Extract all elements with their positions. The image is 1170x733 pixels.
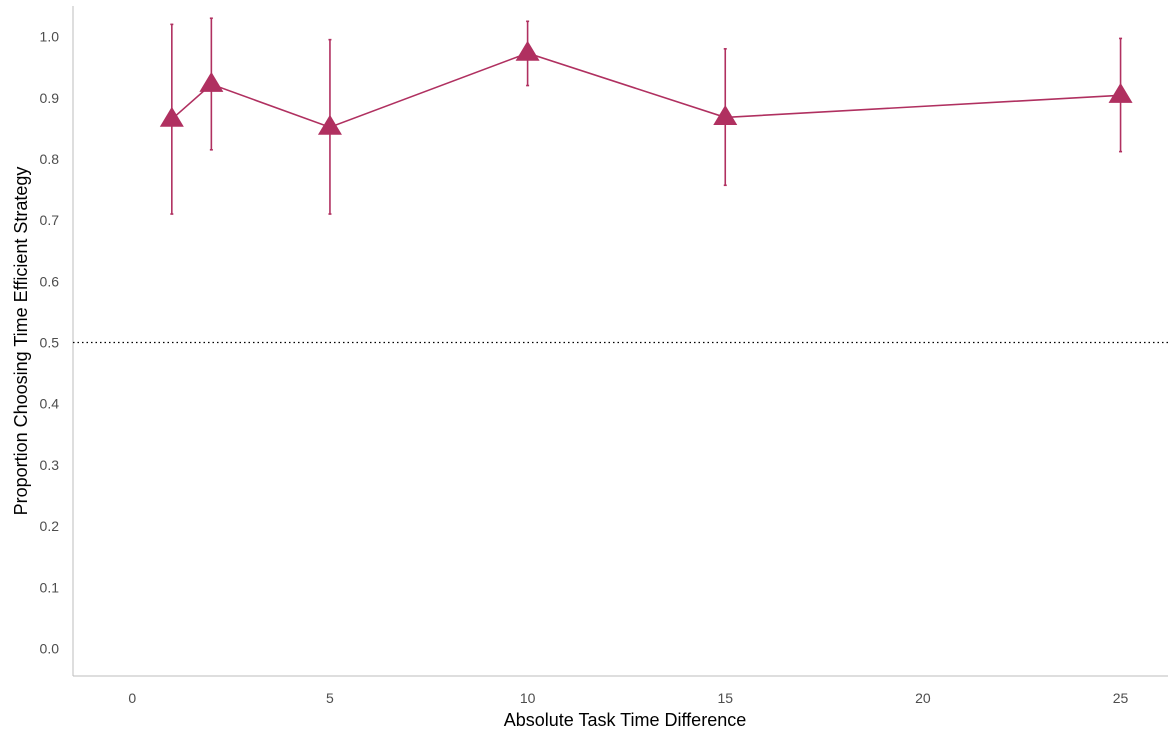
y-tick-label: 0.4: [40, 396, 60, 412]
y-axis-title: Proportion Choosing Time Efficient Strat…: [11, 167, 31, 516]
y-tick-label: 0.2: [40, 518, 60, 534]
x-tick-label: 0: [128, 690, 136, 706]
y-tick-label: 0.6: [40, 273, 60, 289]
y-tick-label: 0.3: [40, 457, 60, 473]
axes: 0.0 0.1 0.2 0.3 0.4 0.5 0.6 0.7 0.8 0.9 1.0 0 5 10 15 2…: [40, 6, 1168, 706]
y-tick-label: 0.0: [40, 640, 60, 656]
x-tick-label: 20: [915, 690, 931, 706]
x-tick-label: 25: [1113, 690, 1129, 706]
y-tick-label: 0.8: [40, 151, 60, 167]
y-tick-label: 0.7: [40, 212, 60, 228]
data-point-triangle: [1108, 82, 1133, 103]
data-point-triangle: [713, 104, 738, 125]
x-tick-label: 10: [520, 690, 536, 706]
data-point-triangle: [199, 71, 224, 92]
y-tick-label: 0.5: [40, 335, 60, 351]
y-tick-label: 0.9: [40, 90, 60, 106]
x-tick-label: 15: [717, 690, 733, 706]
data-point-triangle: [515, 40, 540, 61]
x-tick-label: 5: [326, 690, 334, 706]
series-line: [171, 52, 1121, 129]
x-axis-title: Absolute Task Time Difference: [504, 710, 746, 730]
y-tick-label: 0.1: [40, 579, 60, 595]
data-point-triangle: [159, 106, 184, 127]
y-tick-label: 1.0: [40, 29, 60, 45]
data-point-triangle: [317, 114, 342, 135]
series-layer: [159, 17, 1133, 215]
